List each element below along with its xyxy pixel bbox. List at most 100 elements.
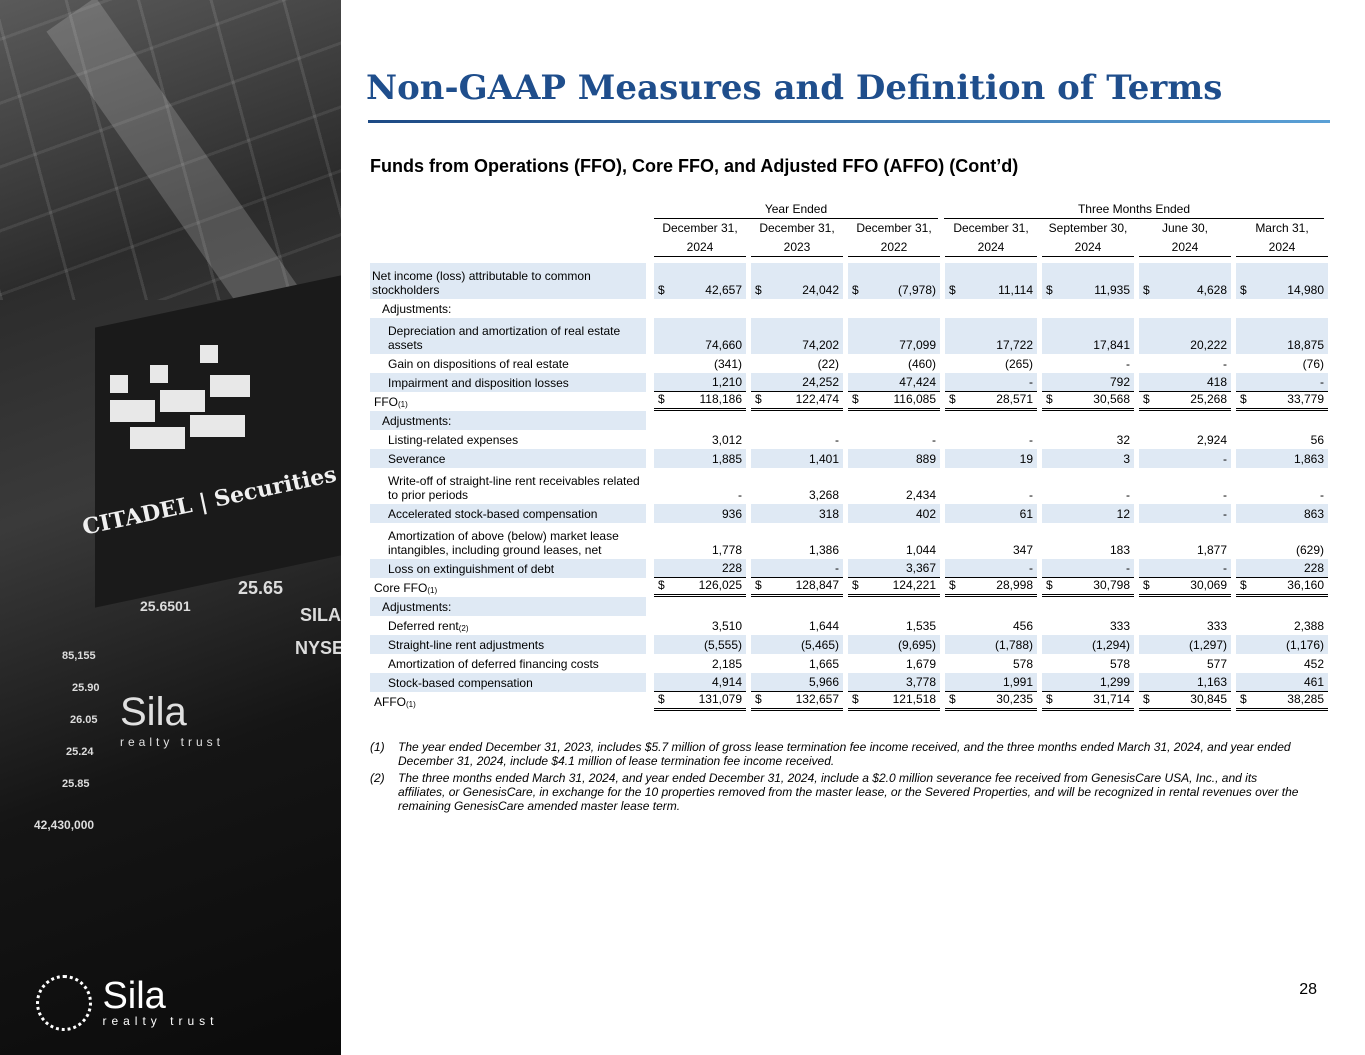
dollar-sign: $	[949, 692, 956, 706]
cell-value: 4,914	[711, 675, 742, 689]
table-cell: 578	[945, 654, 1037, 673]
ticker-value: 42,430,000	[34, 818, 95, 832]
table-cell: $121,518	[848, 692, 940, 711]
dollar-sign: $	[755, 392, 762, 406]
table-cell: -	[1236, 373, 1328, 392]
table-cell: $42,657	[654, 263, 746, 299]
row-label-text: Amortization of deferred financing costs	[388, 657, 599, 671]
dollar-sign: $	[852, 692, 859, 706]
table-cell: 5,966	[751, 673, 843, 692]
cell-value: 228	[721, 561, 742, 575]
table-row: Severance 1,885 1,401 889 19 3 - 1,863	[370, 449, 1328, 468]
sila-logo-sub: realty trust	[102, 1014, 219, 1028]
table-cell: $128,847	[751, 578, 843, 597]
table-cell: 1,299	[1042, 673, 1134, 692]
cell-value: 122,474	[795, 392, 839, 406]
row-label: Amortization of deferred financing costs	[370, 654, 646, 673]
table-cell: 3,367	[848, 559, 940, 578]
table-cell: -	[654, 468, 746, 504]
cell-value: 33,779	[1287, 392, 1324, 406]
cell-value: (5,465)	[800, 638, 839, 652]
table-cell: -	[751, 430, 843, 449]
ceiling-grid	[0, 0, 341, 300]
table-cell: 2,434	[848, 468, 940, 504]
cell-value: 38,285	[1287, 692, 1324, 706]
cell-value: -	[1029, 433, 1033, 447]
row-label: Adjustments:	[370, 411, 646, 430]
row-label: Listing-related expenses	[370, 430, 646, 449]
cell-value: (5,555)	[703, 638, 742, 652]
cell-value: -	[1223, 452, 1227, 466]
table-row: Core FFO (1) $126,025 $128,847 $124,221 $28,9…	[370, 578, 1328, 597]
table-cell: 333	[1042, 616, 1134, 635]
table-cell: -	[1139, 559, 1231, 578]
table-cell: 12	[1042, 504, 1134, 523]
table-row: AFFO (1) $131,079 $132,657 $121,518 $30,235 $3…	[370, 692, 1328, 711]
cell-value: 1,991	[1002, 675, 1033, 689]
cell-value: 1,863	[1293, 452, 1324, 466]
table-cell: $30,235	[945, 692, 1037, 711]
cell-value: 18,875	[1287, 338, 1324, 352]
cell-value: 14,980	[1287, 283, 1324, 297]
table-cell: 1,401	[751, 449, 843, 468]
table-cell: 1,210	[654, 373, 746, 392]
cell-value: 116,085	[893, 392, 937, 406]
cell-value: 30,798	[1093, 578, 1130, 592]
table-row: Stock-based compensation 4,914 5,966 3,778 1…	[370, 673, 1328, 692]
row-label-text: Deferred rent	[388, 619, 459, 633]
cell-value: 1,778	[711, 543, 742, 557]
row-label-text: Loss on extinguishment of debt	[388, 562, 555, 576]
table-cell: (1,297)	[1139, 635, 1231, 654]
cell-value: 30,845	[1190, 692, 1227, 706]
cell-value: (7,978)	[897, 283, 936, 297]
table-row: Loss on extinguishment of debt 228 - 3,367 -…	[370, 559, 1328, 578]
row-label-text: Gain on dispositions of real estate	[388, 357, 569, 371]
table-cell: $118,186	[654, 392, 746, 411]
table-cell: 61	[945, 504, 1037, 523]
column-month-0: December 31,	[662, 221, 738, 235]
table-cell: 77,099	[848, 318, 940, 354]
cell-value: (265)	[1004, 357, 1033, 371]
table-cell: (460)	[848, 354, 940, 373]
ffo-table: Year Ended Three Months Ended December 3…	[370, 200, 1328, 711]
cell-value: 2,185	[711, 657, 742, 671]
row-label-text: Amortization of above (below) market lea…	[388, 529, 619, 557]
table-cell: (1,176)	[1236, 635, 1328, 654]
cell-value: (9,695)	[897, 638, 936, 652]
dollar-sign: $	[658, 692, 665, 706]
cell-value: 28,998	[996, 578, 1033, 592]
table-cell: 24,252	[751, 373, 843, 392]
table-row: Adjustments:	[370, 299, 1326, 318]
cell-value: 452	[1303, 657, 1324, 671]
cell-value: 3,510	[711, 619, 742, 633]
table-cell: 936	[654, 504, 746, 523]
table-cell: 577	[1139, 654, 1231, 673]
table-cell: -	[1042, 559, 1134, 578]
column-year-4: 2024	[1074, 240, 1102, 254]
dollar-sign: $	[1046, 692, 1053, 706]
dollar-sign: $	[658, 578, 665, 592]
table-cell: $31,714	[1042, 692, 1134, 711]
cell-value: 1,679	[905, 657, 936, 671]
dollar-sign: $	[852, 578, 859, 592]
cell-value: 2,434	[905, 488, 936, 502]
sila-burst-icon	[36, 975, 92, 1031]
table-cell: 228	[1236, 559, 1328, 578]
column-year-3: 2024	[977, 240, 1005, 254]
dollar-sign: $	[1143, 578, 1150, 592]
table-cell: $28,998	[945, 578, 1037, 597]
cell-value: 863	[1303, 507, 1324, 521]
cell-value: -	[1126, 357, 1130, 371]
cell-value: 4,628	[1196, 283, 1227, 297]
footnote-text: The three months ended March 31, 2024, a…	[398, 771, 1299, 813]
table-cell: $30,568	[1042, 392, 1134, 411]
table-cell: 452	[1236, 654, 1328, 673]
cell-value: 118,186	[699, 392, 743, 406]
footnote-ref: (1)	[427, 586, 438, 595]
page-number: 28	[1299, 981, 1317, 998]
cell-value: 1,535	[905, 619, 936, 633]
table-cell: $4,628	[1139, 263, 1231, 299]
table-cell: 17,722	[945, 318, 1037, 354]
cell-value: 77,099	[899, 338, 936, 352]
table-cell: 228	[654, 559, 746, 578]
